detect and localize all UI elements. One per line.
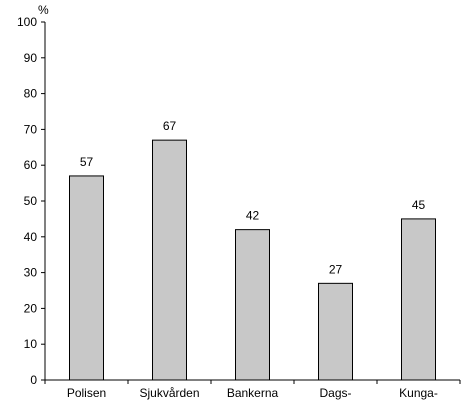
bar [235,229,270,381]
x-tick-label: Bankerna [227,386,279,400]
data-label: 45 [412,198,426,212]
y-tick-label: 30 [24,266,38,280]
x-tick-label: Sjukvården [139,386,199,400]
y-tick-label: 40 [24,230,38,244]
y-tick-label: 0 [30,373,37,387]
y-axis-unit-label: % [38,3,49,17]
bar [69,175,104,381]
y-tick-label: 20 [24,301,38,315]
data-label: 27 [329,262,343,276]
data-label: 42 [246,209,260,223]
x-tick-label: Polisen [67,386,106,400]
bar [152,139,187,381]
y-tick-label: 50 [24,194,38,208]
x-tick-label: Kunga- [399,386,438,400]
axes: 0 10 20 30 40 50 60 70 80 90 100 Polisen Sjukvården B… [17,15,461,400]
y-tick-label: 60 [24,158,38,172]
y-tick-label: 70 [24,122,38,136]
y-tick-label: 100 [17,15,37,29]
x-tick-label: Dags- [319,386,351,400]
y-tick-label: 90 [24,51,38,65]
bar [401,218,436,381]
data-label: 67 [163,119,177,133]
y-tick-label: 10 [24,337,38,351]
bars: 57 67 42 27 45 [69,119,436,381]
bar [318,282,353,381]
y-tick-label: 80 [24,87,38,101]
data-label: 57 [80,155,94,169]
